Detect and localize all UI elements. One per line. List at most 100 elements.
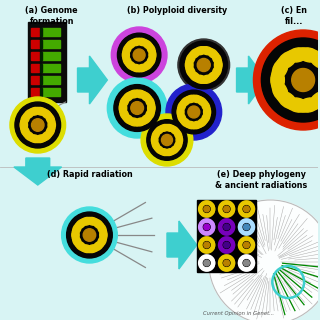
Circle shape (10, 97, 66, 153)
Ellipse shape (227, 249, 232, 253)
Ellipse shape (250, 210, 254, 215)
Circle shape (178, 39, 229, 91)
Ellipse shape (227, 212, 232, 217)
Ellipse shape (152, 129, 160, 140)
Circle shape (133, 49, 145, 61)
Bar (42, 40, 60, 48)
Ellipse shape (238, 224, 242, 230)
Ellipse shape (250, 239, 254, 244)
Ellipse shape (126, 61, 136, 70)
Ellipse shape (224, 268, 229, 271)
Ellipse shape (204, 201, 210, 204)
Ellipse shape (35, 135, 47, 143)
Ellipse shape (250, 257, 254, 262)
Ellipse shape (318, 58, 320, 80)
Text: & ancient radiations: & ancient radiations (215, 181, 308, 190)
Ellipse shape (186, 52, 195, 65)
Ellipse shape (244, 250, 249, 253)
Ellipse shape (174, 140, 182, 151)
Ellipse shape (231, 206, 235, 212)
Ellipse shape (250, 221, 254, 227)
Ellipse shape (210, 239, 214, 244)
Ellipse shape (224, 237, 229, 240)
Ellipse shape (238, 206, 242, 212)
Ellipse shape (241, 230, 246, 235)
Ellipse shape (123, 114, 134, 124)
Circle shape (209, 200, 320, 320)
Ellipse shape (271, 68, 284, 92)
Ellipse shape (241, 237, 246, 242)
Ellipse shape (241, 255, 246, 260)
Ellipse shape (204, 106, 211, 118)
Ellipse shape (219, 257, 223, 262)
Ellipse shape (201, 230, 206, 235)
Ellipse shape (204, 214, 210, 217)
Bar (42, 52, 60, 60)
Bar (31, 76, 39, 84)
Ellipse shape (199, 239, 203, 244)
Ellipse shape (244, 232, 249, 235)
Ellipse shape (272, 80, 288, 102)
Ellipse shape (130, 64, 142, 72)
Ellipse shape (230, 257, 234, 262)
Text: (e) Deep phylogeny: (e) Deep phylogeny (217, 170, 306, 179)
Ellipse shape (46, 113, 55, 125)
Circle shape (204, 242, 210, 248)
Polygon shape (77, 56, 107, 104)
Ellipse shape (247, 230, 252, 235)
Ellipse shape (199, 242, 202, 248)
Circle shape (224, 260, 229, 266)
Ellipse shape (134, 118, 147, 126)
Ellipse shape (241, 267, 246, 271)
Ellipse shape (136, 64, 148, 72)
Ellipse shape (86, 217, 99, 225)
Ellipse shape (239, 245, 243, 251)
Ellipse shape (201, 267, 206, 271)
Circle shape (111, 27, 167, 83)
Ellipse shape (136, 38, 148, 46)
Ellipse shape (219, 224, 222, 230)
Bar (28, 22, 66, 102)
Ellipse shape (170, 145, 180, 154)
Ellipse shape (86, 245, 99, 252)
Ellipse shape (128, 90, 140, 98)
Ellipse shape (155, 145, 164, 154)
Ellipse shape (230, 210, 234, 215)
Ellipse shape (41, 131, 52, 141)
Ellipse shape (197, 118, 207, 127)
Ellipse shape (185, 59, 193, 72)
Ellipse shape (201, 201, 206, 205)
Ellipse shape (140, 114, 152, 124)
Ellipse shape (142, 61, 153, 70)
Ellipse shape (207, 237, 212, 242)
Circle shape (244, 260, 249, 266)
Ellipse shape (219, 206, 222, 212)
Text: Current Opinion in Genet...: Current Opinion in Genet... (203, 311, 274, 316)
Ellipse shape (201, 212, 206, 217)
Ellipse shape (199, 203, 203, 208)
Ellipse shape (247, 237, 252, 242)
Ellipse shape (224, 219, 229, 222)
Ellipse shape (28, 135, 41, 143)
Circle shape (162, 134, 172, 146)
Bar (40, 88, 42, 96)
Bar (40, 40, 42, 48)
Ellipse shape (227, 230, 232, 235)
Bar (42, 76, 60, 84)
Bar (31, 88, 39, 96)
Circle shape (188, 106, 200, 118)
Text: (b) Polyploid diversity: (b) Polyploid diversity (127, 6, 227, 15)
Bar (31, 52, 39, 60)
Ellipse shape (230, 221, 234, 227)
Bar (40, 76, 42, 84)
Ellipse shape (207, 219, 212, 223)
Ellipse shape (134, 90, 147, 98)
Ellipse shape (98, 235, 106, 247)
Ellipse shape (286, 98, 309, 112)
Ellipse shape (277, 51, 297, 69)
Ellipse shape (28, 108, 41, 115)
Circle shape (62, 207, 117, 263)
Ellipse shape (123, 92, 134, 102)
Bar (31, 40, 39, 48)
Circle shape (15, 102, 60, 148)
